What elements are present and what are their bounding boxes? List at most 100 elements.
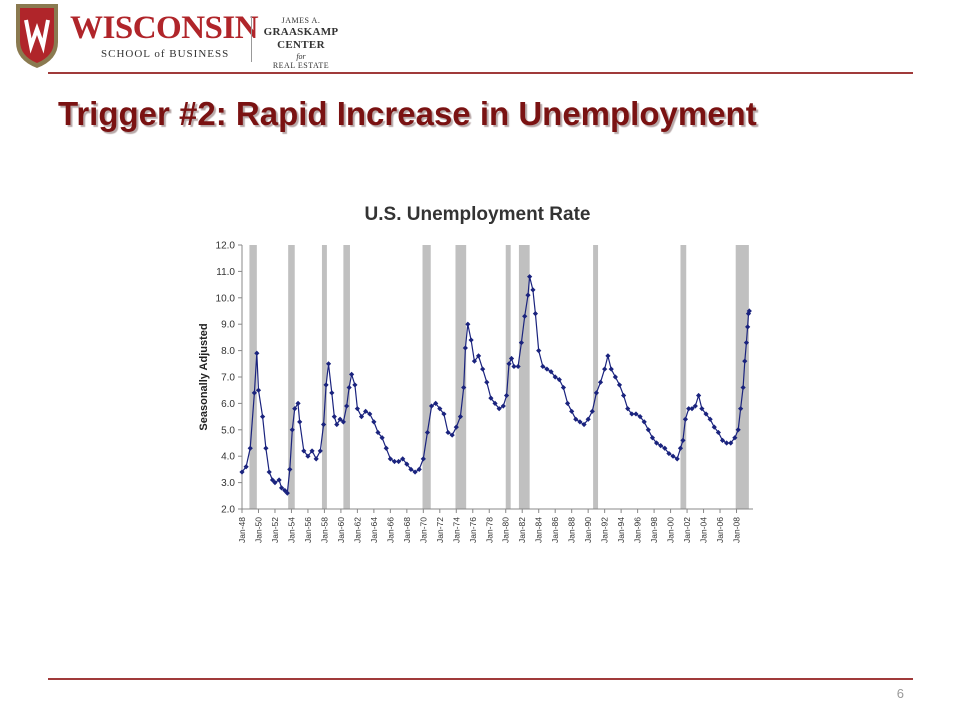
x-tick-label: Jan-90 bbox=[583, 517, 593, 543]
y-tick-label: 6.0 bbox=[221, 399, 235, 410]
x-tick-label: Jan-74 bbox=[451, 517, 461, 543]
data-point bbox=[445, 429, 451, 436]
data-point bbox=[295, 400, 301, 406]
center-line-3: for bbox=[296, 52, 306, 61]
data-point bbox=[658, 443, 664, 449]
y-tick-label: 10.0 bbox=[216, 293, 236, 304]
data-point bbox=[484, 379, 490, 385]
data-point bbox=[400, 456, 406, 462]
logo-main-text: WISCONSIN bbox=[70, 10, 259, 46]
data-point bbox=[608, 366, 614, 372]
data-point bbox=[629, 411, 635, 417]
x-tick-label: Jan-70 bbox=[418, 517, 428, 543]
data-point bbox=[625, 406, 631, 412]
x-tick-label: Jan-84 bbox=[534, 517, 544, 543]
data-point bbox=[313, 456, 319, 462]
data-point bbox=[670, 453, 676, 459]
crest-icon bbox=[16, 4, 58, 68]
data-point bbox=[527, 274, 533, 280]
x-tick-label: Jan-54 bbox=[286, 517, 296, 543]
data-point bbox=[506, 361, 512, 367]
chart-title: U.S. Unemployment Rate bbox=[365, 204, 591, 225]
data-point bbox=[677, 445, 684, 451]
recession-band bbox=[321, 245, 327, 509]
data-point bbox=[367, 411, 373, 417]
top-divider bbox=[48, 72, 913, 74]
data-point bbox=[564, 400, 571, 406]
x-tick-label: Jan-52 bbox=[270, 517, 280, 543]
data-point bbox=[662, 445, 668, 451]
data-point bbox=[602, 366, 608, 372]
x-tick-label: Jan-92 bbox=[600, 517, 610, 543]
data-point bbox=[692, 403, 698, 409]
data-point bbox=[666, 450, 672, 457]
data-point bbox=[375, 429, 381, 436]
data-point bbox=[309, 448, 315, 454]
x-tick-label: Jan-78 bbox=[484, 517, 494, 543]
recession-band bbox=[735, 245, 749, 509]
data-point bbox=[577, 419, 583, 425]
data-point bbox=[437, 406, 443, 412]
data-point bbox=[728, 440, 734, 446]
data-point bbox=[532, 311, 539, 317]
data-point bbox=[585, 416, 591, 422]
data-point bbox=[573, 416, 579, 422]
data-point bbox=[560, 384, 567, 391]
data-point bbox=[387, 456, 393, 462]
page-number: 6 bbox=[896, 686, 904, 701]
data-point bbox=[272, 480, 278, 486]
data-point bbox=[540, 363, 546, 370]
data-point bbox=[525, 292, 531, 298]
x-tick-label: Jan-08 bbox=[732, 517, 742, 543]
data-point bbox=[641, 419, 647, 425]
data-point bbox=[287, 466, 293, 472]
data-point bbox=[707, 416, 713, 422]
data-point bbox=[266, 469, 272, 475]
x-tick-label: Jan-80 bbox=[501, 517, 511, 543]
data-point bbox=[468, 337, 474, 343]
recession-band bbox=[680, 245, 687, 509]
data-point bbox=[471, 358, 478, 364]
logo-divider bbox=[251, 16, 252, 62]
graaskamp-center-logo: JAMES A. GRAASKAMP CENTER for REAL ESTAT… bbox=[259, 16, 343, 71]
y-tick-label: 11.0 bbox=[216, 267, 235, 278]
data-point bbox=[735, 427, 741, 433]
data-point bbox=[480, 366, 486, 372]
x-tick-label: Jan-62 bbox=[352, 517, 362, 543]
data-point bbox=[621, 392, 627, 399]
data-point bbox=[346, 384, 352, 391]
recession-band bbox=[455, 245, 467, 509]
data-point bbox=[680, 437, 686, 443]
data-point bbox=[352, 382, 358, 388]
data-point bbox=[515, 363, 521, 370]
data-point bbox=[581, 421, 587, 428]
x-tick-label: Jan-94 bbox=[616, 517, 626, 543]
center-line-1: JAMES A. bbox=[281, 16, 321, 25]
data-point bbox=[465, 321, 471, 327]
data-point bbox=[329, 390, 335, 396]
data-point bbox=[743, 340, 750, 346]
data-point bbox=[637, 414, 643, 420]
y-tick-label: 3.0 bbox=[221, 478, 235, 489]
data-point bbox=[724, 440, 730, 446]
x-tick-label: Jan-82 bbox=[517, 517, 527, 543]
data-point bbox=[408, 466, 414, 472]
recession-band bbox=[288, 245, 295, 509]
data-point bbox=[284, 490, 290, 496]
data-point bbox=[674, 456, 680, 462]
data-point bbox=[569, 408, 575, 414]
recession-band bbox=[518, 245, 530, 509]
y-tick-label: 5.0 bbox=[221, 425, 235, 436]
data-point bbox=[354, 406, 360, 412]
data-point bbox=[530, 287, 536, 293]
data-point bbox=[653, 440, 660, 446]
y-tick-label: 2.0 bbox=[221, 505, 235, 516]
data-point bbox=[269, 477, 276, 483]
x-tick-label: Jan-06 bbox=[715, 517, 725, 543]
data-point bbox=[689, 406, 695, 412]
data-point bbox=[612, 374, 618, 380]
data-point bbox=[323, 382, 329, 388]
data-point bbox=[301, 448, 307, 454]
data-point bbox=[488, 395, 494, 401]
data-point bbox=[746, 308, 752, 314]
